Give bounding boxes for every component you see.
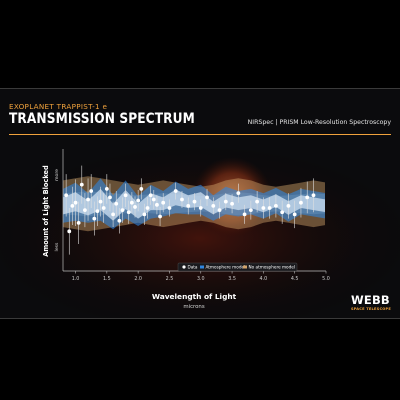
data-point — [95, 209, 100, 214]
data-point — [255, 199, 260, 204]
data-point — [286, 203, 291, 208]
x-tick-label: 2.0 — [134, 276, 142, 282]
webb-subtitle: SPACE TELESCOPE — [351, 307, 392, 311]
data-point — [158, 214, 162, 219]
instrument-label: NIRSpec | PRISM Low-Resolution Spectrosc… — [247, 119, 391, 126]
data-points-group — [64, 165, 316, 255]
background-glow — [0, 141, 400, 318]
data-point — [186, 203, 191, 208]
y-axis-more-label: more — [54, 169, 60, 181]
data-point — [299, 200, 303, 205]
x-tick-label: 4.5 — [291, 276, 299, 282]
x-tick-label: 4.0 — [260, 276, 268, 282]
data-point — [126, 210, 131, 215]
x-axis-units-label: microns — [183, 304, 205, 310]
atmosphere-band-inner — [63, 188, 325, 221]
transmission-spectrum-chart: 1.0 1.5 2.0 2.5 3.0 3.5 4.0 4.5 5.0 Amount of Li… — [0, 141, 400, 318]
data-point — [64, 193, 69, 198]
data-point — [76, 220, 81, 225]
data-point — [292, 212, 297, 217]
data-point — [223, 199, 228, 204]
data-point — [148, 193, 153, 198]
figure-title: TRANSMISSION SPECTRUM — [9, 111, 195, 127]
data-point — [145, 206, 150, 210]
data-point — [79, 182, 84, 187]
legend-data-marker — [182, 265, 186, 269]
data-point — [155, 202, 159, 207]
data-point — [180, 197, 184, 202]
data-point — [70, 203, 75, 208]
data-point — [111, 212, 115, 217]
data-point — [108, 195, 112, 200]
webb-logo: WEBB SPACE TELESCOPE — [351, 293, 391, 311]
legend: Data Atmosphere model No atmosphere mode… — [177, 262, 298, 272]
data-point — [261, 206, 266, 210]
title-rule — [9, 134, 391, 135]
data-point — [136, 198, 141, 203]
data-point — [142, 212, 147, 217]
legend-box — [177, 262, 298, 272]
data-point — [267, 206, 272, 210]
data-point — [104, 187, 109, 191]
x-tick-label: 1.5 — [103, 276, 111, 282]
x-tick-label: 5.0 — [322, 276, 330, 282]
data-point — [248, 208, 253, 213]
data-point — [73, 200, 78, 205]
data-point — [83, 208, 87, 213]
data-point — [117, 218, 122, 223]
legend-data-label: Data — [188, 265, 198, 270]
data-point — [173, 189, 178, 193]
x-tick-label: 3.5 — [228, 276, 236, 282]
figure-panel: EXOPLANET TRAPPIST-1 e TRANSMISSION SPEC… — [0, 88, 400, 319]
data-point — [101, 206, 106, 210]
data-point — [305, 195, 310, 200]
legend-no-atmosphere-swatch — [243, 265, 247, 269]
data-point — [133, 205, 137, 209]
data-point — [192, 199, 197, 204]
data-point — [211, 203, 216, 208]
data-point — [86, 197, 90, 202]
data-point — [139, 187, 144, 191]
data-point — [89, 189, 94, 193]
data-point — [217, 208, 222, 213]
legend-atmosphere-label: Atmosphere model — [206, 265, 246, 270]
data-point — [230, 201, 234, 206]
data-point — [161, 200, 166, 205]
webb-wordmark: WEBB — [351, 293, 390, 307]
legend-no-atmosphere-label: No atmosphere model — [249, 265, 296, 270]
data-point — [280, 210, 285, 215]
y-axis-less-label: less — [54, 242, 60, 251]
data-point — [311, 193, 316, 198]
data-point — [120, 208, 125, 213]
data-point — [67, 229, 72, 234]
data-point — [205, 195, 209, 200]
data-point — [236, 191, 241, 196]
planet-label: EXOPLANET TRAPPIST-1 e — [9, 102, 108, 111]
y-axis-label: Amount of Light Blocked — [42, 165, 50, 257]
data-point — [123, 193, 128, 198]
x-axis-label: Wavelength of Light — [152, 292, 237, 301]
plot-area — [63, 165, 325, 255]
data-point — [274, 203, 278, 208]
data-point — [167, 206, 172, 210]
x-ticks-group: 1.0 1.5 2.0 2.5 3.0 3.5 4.0 4.5 5.0 — [72, 271, 330, 282]
x-tick-label: 1.0 — [72, 276, 80, 282]
data-point — [198, 206, 203, 210]
data-point — [242, 212, 247, 217]
data-point — [92, 216, 97, 221]
data-point — [151, 197, 156, 202]
data-point — [114, 201, 119, 206]
legend-atmosphere-swatch — [200, 265, 204, 269]
x-tick-label: 3.0 — [197, 276, 205, 282]
x-tick-label: 2.5 — [166, 276, 174, 282]
data-point — [98, 199, 103, 204]
data-point — [129, 200, 134, 205]
